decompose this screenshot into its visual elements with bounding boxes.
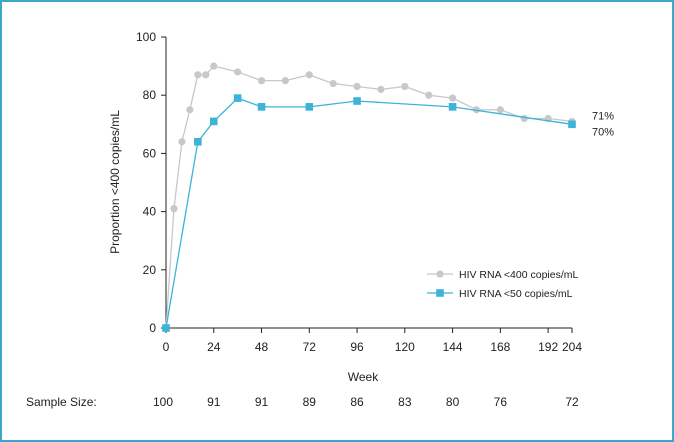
legend-label: HIV RNA <400 copies/mL [459, 269, 579, 281]
data-point [162, 324, 170, 332]
series-line [165, 65, 573, 329]
y-tick-label: 0 [149, 321, 156, 335]
x-tick-label: 168 [490, 340, 510, 354]
sample-size-value: 83 [398, 395, 412, 409]
data-point [305, 71, 313, 79]
y-tick-label: 60 [143, 146, 157, 160]
y-tick-label: 100 [136, 30, 156, 44]
data-point [305, 103, 314, 111]
y-tick-label: 80 [143, 88, 157, 102]
sample-size-value: 86 [350, 395, 364, 409]
legend-item: HIV RNA <50 copies/mL [427, 288, 573, 300]
data-point [281, 77, 290, 85]
data-point [210, 62, 218, 70]
data-point [178, 138, 186, 146]
x-tick-label: 144 [443, 340, 463, 354]
y-tick-label: 20 [143, 263, 157, 277]
end-label: 70% [592, 126, 614, 138]
sample-size-value: 72 [565, 395, 579, 409]
sample-size-value: 91 [255, 395, 269, 409]
sample-size-values: 100 91 91 89 86 83 80 76 72 [153, 395, 579, 409]
end-labels: 71%70% [592, 110, 614, 138]
data-point [234, 68, 242, 76]
data-point [520, 114, 528, 123]
axes [165, 37, 572, 329]
x-axis-label: Week [348, 370, 379, 384]
legend-item: HIV RNA <400 copies/mL [427, 269, 579, 281]
data-point [257, 77, 266, 85]
sample-size-label: Sample Size: [26, 395, 97, 409]
x-tick-label: 120 [395, 340, 415, 354]
series-square [162, 94, 576, 332]
x-tick-label: 24 [207, 340, 221, 354]
data-point [209, 117, 218, 126]
y-ticks: 0 20 40 60 80 100 [136, 30, 166, 335]
y-axis-label: Proportion <400 copies/mL [108, 110, 122, 254]
x-ticks: 0 24 48 72 96 120 144 168 192 204 [163, 328, 582, 354]
data-point [194, 137, 202, 146]
data-point [329, 79, 337, 88]
data-point [568, 120, 576, 129]
data-point [377, 85, 385, 93]
legend: HIV RNA <400 copies/mL HIV RNA <50 copies… [427, 269, 579, 300]
end-label: 71% [592, 110, 614, 122]
sample-size-value: 76 [494, 395, 508, 409]
y-tick-label: 40 [143, 205, 157, 219]
data-point [448, 103, 457, 111]
legend-marker [436, 270, 444, 278]
sample-size-value: 89 [303, 395, 317, 409]
data-point [233, 94, 242, 102]
legend-label: HIV RNA <50 copies/mL [459, 288, 573, 300]
data-point [353, 82, 361, 91]
x-tick-label: 96 [350, 340, 364, 354]
data-point [257, 103, 266, 111]
data-point [170, 205, 178, 213]
x-tick-label: 204 [562, 340, 582, 354]
data-point [186, 106, 194, 114]
data-point [353, 97, 361, 105]
sample-size-value: 100 [153, 395, 173, 409]
data-point [496, 106, 504, 114]
data-point [202, 71, 210, 79]
x-tick-label: 72 [303, 340, 317, 354]
data-point [194, 71, 202, 79]
sample-size-value: 91 [207, 395, 221, 409]
x-tick-label: 192 [538, 340, 558, 354]
data-point [401, 82, 409, 91]
legend-marker [436, 289, 444, 297]
x-tick-label: 48 [255, 340, 269, 354]
data-point [425, 91, 433, 99]
data-point [448, 94, 457, 102]
sample-size-value: 80 [446, 395, 460, 409]
series-layer [162, 62, 576, 332]
x-tick-label: 0 [163, 340, 170, 354]
